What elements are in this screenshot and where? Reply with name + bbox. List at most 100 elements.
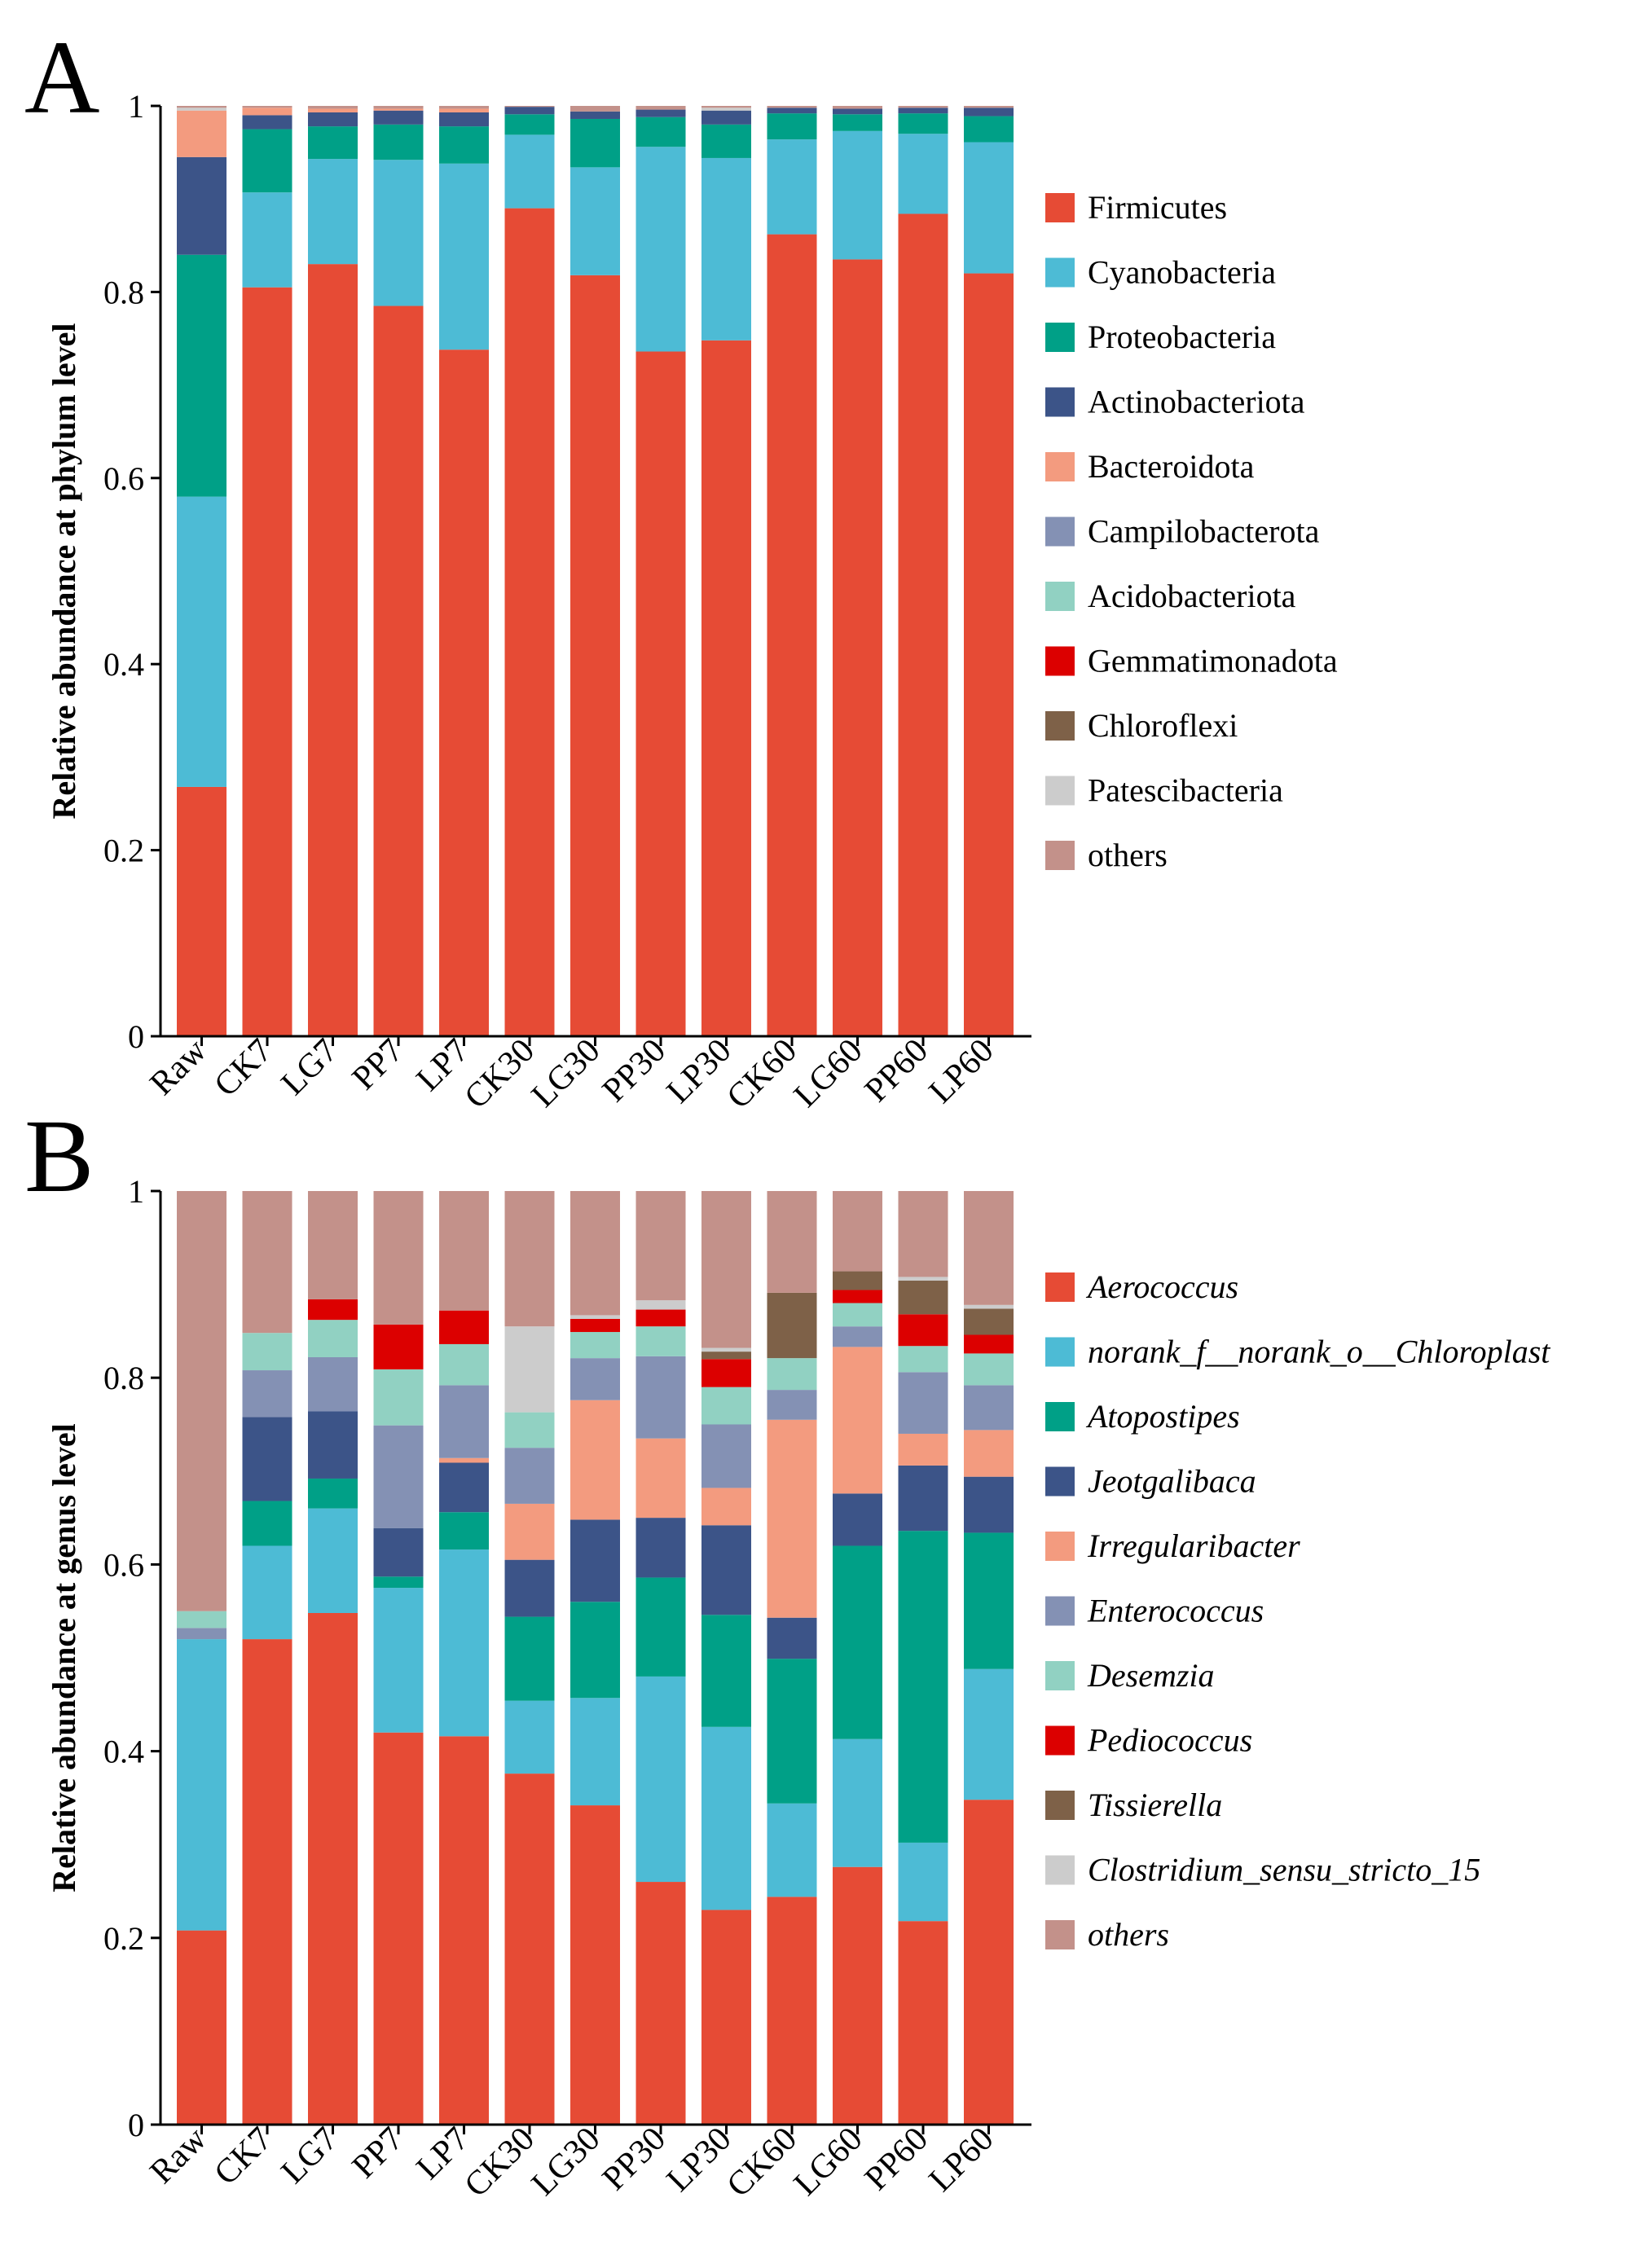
y-tick-label: 0.6	[103, 1546, 144, 1583]
bar-segment	[701, 1615, 751, 1727]
bar-segment	[177, 1639, 226, 1931]
y-axis-label: Relative abundance at phylum level	[46, 323, 82, 820]
bar-segment	[439, 349, 489, 1037]
bar-segment	[439, 163, 489, 350]
bar-segment	[177, 106, 226, 108]
legend-swatch	[1045, 646, 1075, 676]
bar-segment	[373, 1576, 424, 1589]
bar-segment	[504, 106, 555, 108]
y-axis-label: Relative abundance at genus level	[46, 1423, 82, 1892]
bar-segment	[767, 113, 817, 140]
y-tick-label: 1	[128, 88, 144, 125]
bar-segment	[964, 1385, 1014, 1431]
legend-swatch	[1045, 1855, 1075, 1885]
bar-segment	[504, 1559, 555, 1617]
bar-segment	[635, 1300, 686, 1310]
bar-segment	[242, 192, 292, 288]
bar-segment	[373, 1369, 424, 1426]
bar-segment	[242, 106, 292, 108]
bar-segment	[767, 1390, 817, 1420]
bar-segment	[242, 129, 292, 193]
bar-segment	[373, 110, 424, 125]
bar-segment	[308, 264, 358, 1036]
bar-segment	[308, 108, 358, 112]
bar-segment	[964, 106, 1014, 108]
bar-segment	[833, 1866, 882, 2125]
bar-segment	[373, 1425, 424, 1528]
bar-segment	[767, 1803, 817, 1897]
bar-segment	[701, 1525, 751, 1615]
bar-segment	[767, 1419, 817, 1618]
x-tick-label: Raw	[143, 2120, 214, 2191]
bar-segment	[177, 1611, 226, 1628]
bar-segment	[504, 1191, 555, 1327]
bar-segment	[635, 106, 686, 110]
bar-segment	[439, 1462, 489, 1513]
bar-segment	[308, 1478, 358, 1509]
legend-entry: Actinobacteriota	[1088, 384, 1305, 420]
bar-segment	[504, 107, 555, 115]
bar-segment	[635, 1676, 686, 1883]
bar-segment	[570, 111, 620, 119]
y-tick-label: 0.2	[103, 833, 144, 869]
bar-segment	[177, 1191, 226, 1611]
bar-segment	[964, 1353, 1014, 1386]
bar-segment	[701, 1387, 751, 1425]
bar-segment	[701, 1726, 751, 1910]
bar-segment	[701, 1191, 751, 1348]
legend-swatch	[1045, 582, 1075, 611]
bar-segment	[242, 1333, 292, 1371]
bar-segment	[833, 1290, 882, 1303]
x-tick-label: CK7	[207, 1032, 279, 1105]
legend-swatch	[1045, 1791, 1075, 1820]
bar-segment	[964, 1191, 1014, 1305]
legend-swatch	[1045, 1466, 1075, 1497]
bar-segment	[833, 1738, 882, 1867]
bar-segment	[504, 114, 555, 135]
legend-swatch	[1045, 1596, 1075, 1626]
bar-segment	[439, 126, 489, 164]
bar-segment	[570, 1519, 620, 1602]
bar-segment	[242, 1191, 292, 1334]
bar-segment	[898, 1314, 948, 1347]
y-tick-label: 0	[128, 1018, 144, 1055]
legend-swatch	[1045, 452, 1075, 481]
bar-segment	[767, 234, 817, 1036]
x-tick-label: Raw	[143, 1031, 214, 1102]
bar-segment	[504, 1448, 555, 1504]
bar-segment	[964, 1430, 1014, 1477]
panel-letter: A	[24, 20, 99, 135]
bar-segment	[898, 1921, 948, 2125]
bar-segment	[308, 126, 358, 160]
bar-segment	[964, 1668, 1014, 1800]
y-tick-label: 0.4	[103, 1734, 144, 1770]
legend-entry: Gemmatimonadota	[1088, 643, 1338, 679]
legend-swatch	[1045, 387, 1075, 417]
bar-segment	[504, 1700, 555, 1774]
x-tick-label: PP7	[345, 2121, 411, 2186]
bar-segment	[701, 108, 751, 111]
bar-segment	[308, 1320, 358, 1357]
bar-segment	[964, 273, 1014, 1036]
bar-segment	[635, 1518, 686, 1578]
legend-entry: Campilobacterota	[1088, 513, 1320, 550]
bar-segment	[177, 496, 226, 787]
bar-segment	[242, 287, 292, 1036]
legend-entry: Proteobacteria	[1088, 319, 1276, 355]
bar-segment	[701, 1347, 751, 1352]
bar-segment	[701, 124, 751, 158]
bar-segment	[373, 1191, 424, 1325]
legend-entry: Pediococcus	[1087, 1722, 1252, 1759]
bar-segment	[177, 108, 226, 111]
bar-segment	[242, 1501, 292, 1546]
bar-segment	[833, 1326, 882, 1347]
y-tick-label: 0.6	[103, 460, 144, 497]
y-tick-label: 0	[128, 2107, 144, 2143]
bar-segment	[898, 1842, 948, 1922]
bar-segment	[898, 108, 948, 114]
x-tick-label: LG7	[275, 2121, 345, 2191]
bar-segment	[177, 1930, 226, 2125]
bar-segment	[701, 1424, 751, 1488]
